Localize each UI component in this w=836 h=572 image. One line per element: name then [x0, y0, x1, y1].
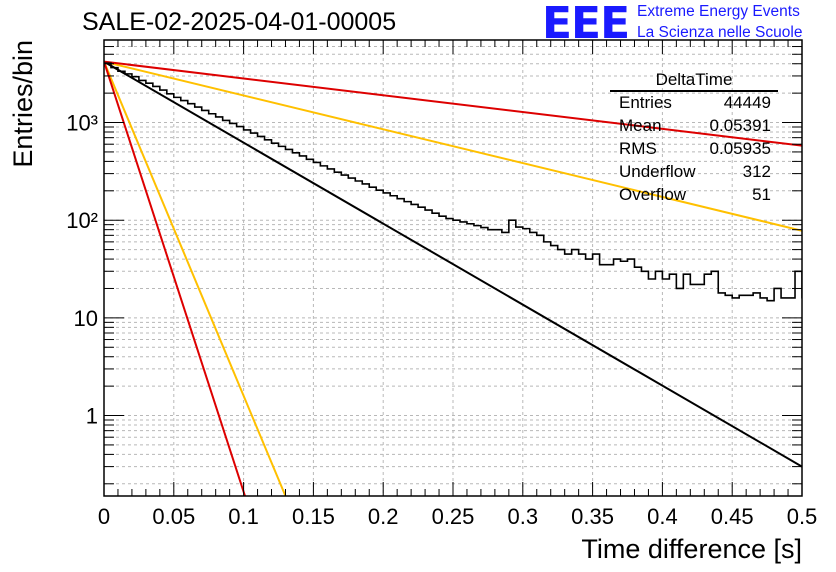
fit-line: [104, 60, 802, 232]
stats-label: Mean: [619, 116, 662, 135]
x-tick-label: 0.4: [647, 504, 678, 529]
x-tick-label: 0.05: [152, 504, 195, 529]
stats-value: 0.05391: [709, 116, 771, 135]
x-tick-label: 0: [98, 504, 110, 529]
x-tick-label: 0.25: [432, 504, 475, 529]
stats-row: Entries 44449: [619, 93, 771, 115]
x-axis-label: Time difference [s]: [581, 534, 802, 564]
x-tick-label: 0.1: [228, 504, 259, 529]
x-tick-label: 0.2: [368, 504, 399, 529]
stats-row: Underflow 312: [619, 162, 771, 184]
stats-value: 44449: [723, 93, 771, 112]
stats-value: 312: [742, 162, 771, 181]
y-tick-label: 1: [86, 404, 98, 429]
stats-label: RMS: [619, 139, 657, 158]
fit-line: [104, 61, 287, 496]
fit-line: [104, 60, 802, 147]
y-axis-label: Entries/bin: [8, 40, 38, 168]
y-tick-label: 10²: [66, 208, 98, 233]
x-tick-label: 0.35: [571, 504, 614, 529]
logo-line-1: Extreme Energy Events: [637, 3, 800, 20]
y-tick-label: 10: [74, 306, 98, 331]
stats-title: DeltaTime: [655, 70, 733, 89]
eee-logo: EEE: [542, 0, 630, 49]
y-tick-label: 10³: [66, 111, 98, 136]
histogram-outline: [104, 62, 802, 496]
x-tick-label: 0.3: [508, 504, 539, 529]
stats-value: 0.05935: [709, 139, 771, 158]
stats-row: RMS 0.05935: [619, 139, 771, 161]
fit-line: [104, 61, 246, 496]
stats-value: 51: [752, 185, 771, 204]
x-tick-label: 0.15: [292, 504, 335, 529]
stats-label: Underflow: [619, 162, 696, 181]
x-tick-label: 0.5: [787, 504, 818, 529]
stats-divider: [610, 90, 778, 92]
x-tick-label: 0.45: [711, 504, 754, 529]
stats-box: DeltaTime Entries 44449 Mean 0.05391 RMS…: [610, 68, 778, 208]
stats-row: Overflow 51: [619, 185, 771, 207]
stats-row: Mean 0.05391: [619, 116, 771, 138]
chart-title: SALE-02-2025-04-01-00005: [82, 8, 397, 36]
logo-line-2: La Scienza nelle Scuole: [637, 24, 803, 41]
stats-label: Overflow: [619, 185, 687, 204]
fit-line: [104, 60, 802, 468]
stats-label: Entries: [619, 93, 672, 112]
